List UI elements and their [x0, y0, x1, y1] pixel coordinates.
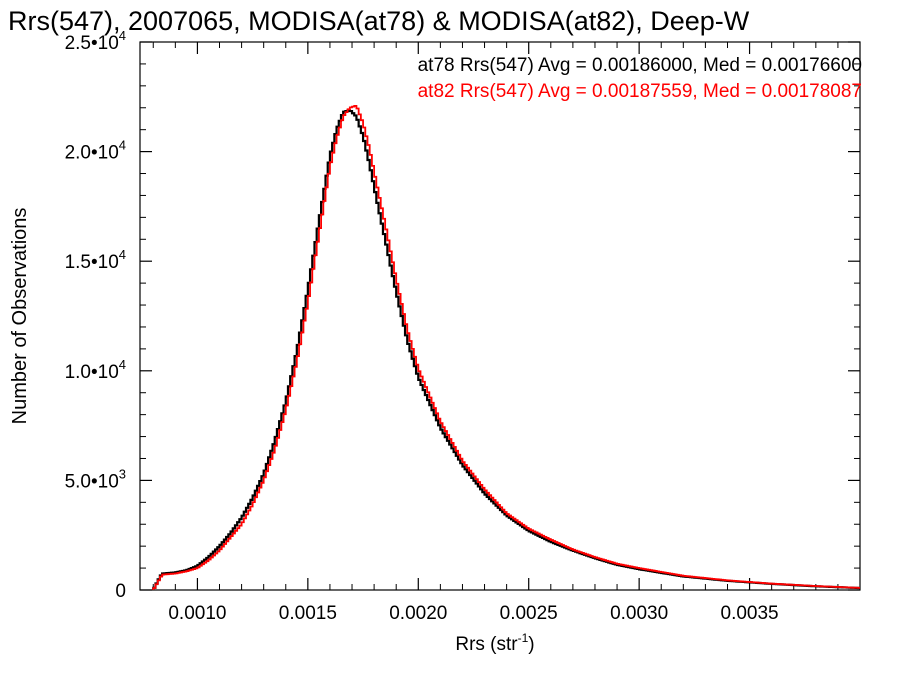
plot-frame — [139, 41, 861, 591]
axis-ticks: 0.0010 0.0015 0.0020 0.0025 0.0030 0.0035 0 5.0… — [65, 28, 860, 624]
annotation-at82: at82 Rrs(547) Avg = 0.00187559, Med = 0.… — [418, 81, 862, 102]
x-tick-label: 0.0030 — [610, 603, 668, 624]
y-tick-label: 5.0•103 — [65, 466, 126, 492]
plot-border — [139, 41, 861, 591]
y-tick-mantissa: 0 — [115, 581, 126, 602]
series-at78-line — [152, 109, 860, 590]
annotation-at78: at78 Rrs(547) Avg = 0.00186000, Med = 0.… — [418, 55, 862, 76]
y-tick-exponent: 3 — [119, 466, 126, 481]
series-at82-line — [152, 105, 860, 590]
y-tick-label: 1.0•104 — [65, 357, 126, 383]
x-tick-label: 0.0015 — [279, 603, 337, 624]
y-tick-exponent: 4 — [119, 138, 126, 153]
x-axis-label-sup: -1 — [518, 631, 529, 645]
chart-title: Rrs(547), 2007065, MODISA(at78) & MODISA… — [8, 6, 750, 36]
y-tick-mantissa: 5.0•10 — [65, 471, 119, 492]
x-tick-label: 0.0025 — [500, 603, 558, 624]
series-layer — [152, 105, 860, 590]
y-tick-mantissa: 1.0•10 — [65, 362, 119, 383]
x-axis-label-text: Rrs (str — [455, 634, 518, 655]
y-tick-mantissa: 2.0•10 — [65, 143, 119, 164]
y-tick-mantissa: 2.5•10 — [65, 33, 119, 54]
y-tick-exponent: 4 — [119, 247, 126, 262]
y-tick-label: 2.0•104 — [65, 138, 126, 164]
x-tick-label: 0.0020 — [389, 603, 447, 624]
y-tick-exponent: 4 — [119, 28, 126, 43]
x-tick-label: 0.0010 — [168, 603, 226, 624]
y-tick-exponent: 4 — [119, 357, 126, 372]
y-axis-label: Number of Observations — [9, 208, 31, 425]
x-tick-label: 0.0035 — [721, 603, 779, 624]
y-tick-label: 2.5•104 — [65, 28, 126, 54]
x-axis-label: Rrs (str-1) — [455, 631, 534, 655]
y-tick-label: 1.5•104 — [65, 247, 126, 273]
x-axis-label-end: ) — [528, 634, 534, 655]
y-tick-mantissa: 1.5•10 — [65, 252, 119, 273]
y-tick-label: 0 — [115, 581, 126, 602]
